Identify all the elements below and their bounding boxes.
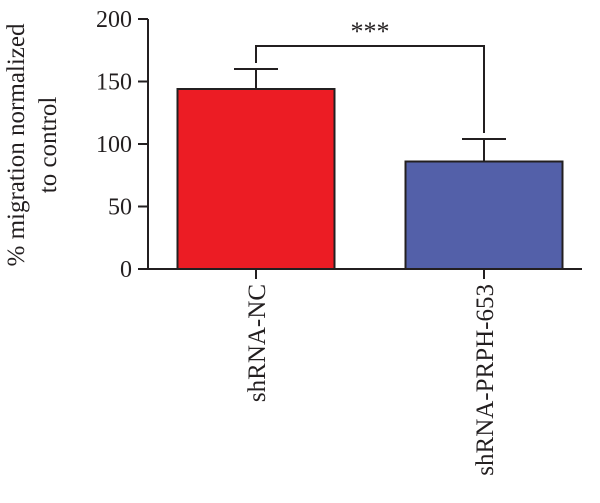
y-tick-label: 0 [120,257,132,283]
y-axis-title-line-1: % migration normalized [3,23,30,266]
y-tick-label: 200 [96,7,132,33]
x-tick-label: shRNA-NC [244,284,271,402]
plot-area: 0 50 100 150 200 shRNA-NC shRNA-PRPH-653 *** [96,7,582,476]
x-tick-label: shRNA-PRPH-653 [472,284,499,476]
bar [404,160,564,270]
y-axis-title: % migration normalized to control [3,23,62,266]
significance-bracket [255,45,485,133]
y-axis-title-line-2: to control [35,97,62,194]
bar [176,88,336,270]
y-tick-label: 150 [96,70,132,96]
y-tick-label: 50 [108,195,132,221]
y-tick-label: 100 [96,132,132,158]
significance-label: *** [351,17,390,46]
